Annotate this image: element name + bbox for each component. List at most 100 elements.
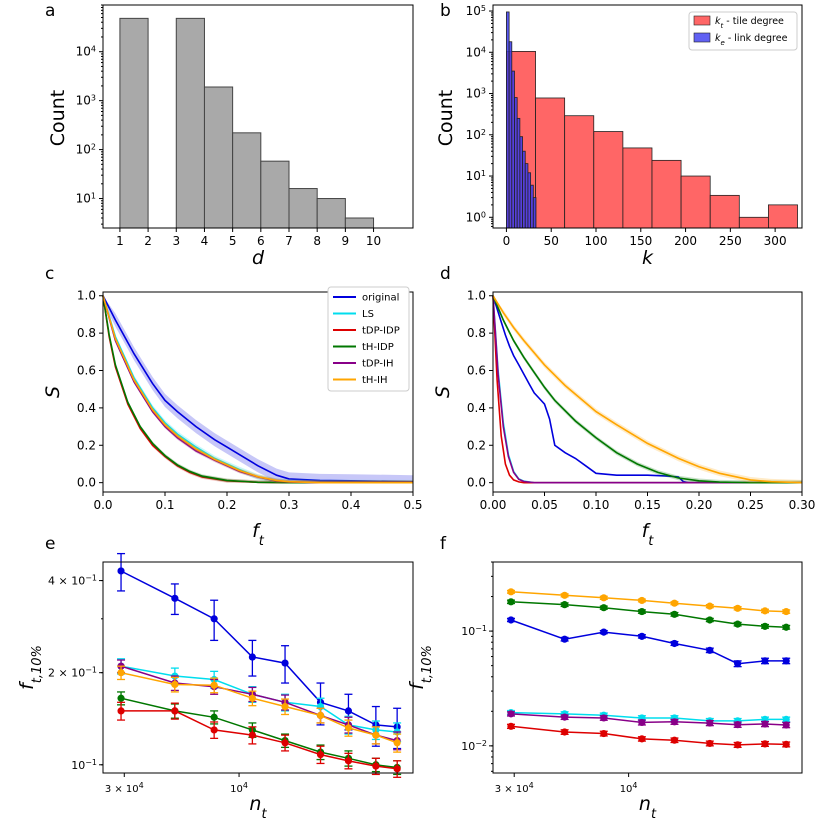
data-point <box>344 707 353 715</box>
x-tick-label: 0.05 <box>531 498 558 512</box>
y-tick-label: 0.8 <box>467 326 486 340</box>
x-tick-label: 150 <box>629 234 652 248</box>
data-point <box>507 616 515 624</box>
panel-b: b 100 101 102 103 104 105 0 50 100 150 200 250 300 k C… <box>435 1 803 269</box>
x-tick-label: 250 <box>719 234 742 248</box>
y-tick-label: 103 <box>76 93 96 108</box>
panel-a: a 101 102 103 104 1 2 3 4 5 6 7 8 9 10 d Count <box>45 1 414 269</box>
x-tick-label: 0.10 <box>583 498 610 512</box>
data-point <box>561 591 569 599</box>
data-point <box>670 639 679 648</box>
x-tick-label: 1 <box>116 234 124 248</box>
data-point <box>561 635 569 643</box>
data-point <box>248 731 256 739</box>
data-point <box>372 762 380 770</box>
bar <box>232 132 262 229</box>
bar <box>260 160 290 229</box>
confidence-band <box>493 295 802 483</box>
y-tick-label: 0.6 <box>77 364 96 378</box>
x-tick-label: 0.30 <box>789 498 816 512</box>
axes-frame <box>102 561 414 774</box>
y-tick-label: 0.4 <box>467 401 486 415</box>
series-line <box>492 295 802 484</box>
x-tick-label: 0.3 <box>279 498 298 512</box>
data-point <box>561 713 569 721</box>
data-point <box>372 731 380 739</box>
x-tick-label: 104 <box>230 781 248 796</box>
data-point <box>600 604 608 612</box>
y-axis-label: Count <box>435 90 457 146</box>
legend-swatch <box>693 15 711 26</box>
legend-entry: LS <box>362 309 374 320</box>
tile-degree-bar <box>593 131 624 229</box>
data-point <box>761 740 769 748</box>
y-tick-label: 102 <box>466 127 486 142</box>
data-point <box>782 715 790 724</box>
x-tick-label: 0.0 <box>93 498 112 512</box>
data-point <box>761 720 769 728</box>
data-point <box>600 594 608 602</box>
data-point <box>638 718 646 727</box>
bar <box>203 86 234 229</box>
data-point <box>507 722 515 730</box>
data-point <box>281 702 289 711</box>
data-point <box>782 607 790 616</box>
y-tick-label: 4 × 10−1 <box>48 573 97 588</box>
series-line <box>120 697 398 769</box>
x-tick-label: 0.4 <box>341 498 360 512</box>
series-line <box>510 601 787 629</box>
axes-frame <box>102 291 414 493</box>
x-tick-label: 200 <box>674 234 697 248</box>
data-point <box>638 596 646 605</box>
data-point <box>761 622 769 630</box>
x-tick-label: 5 <box>229 234 237 248</box>
link-degree-bar <box>530 184 534 229</box>
tile-degree-bar <box>651 159 682 229</box>
link-degree-bar <box>516 117 521 229</box>
series-line <box>102 295 414 483</box>
data-point <box>393 765 401 773</box>
y-tick-label: 10−1 <box>71 757 97 772</box>
panel-label-f: f <box>440 534 447 554</box>
tile-degree-bar <box>564 115 595 229</box>
link-degree-bar <box>532 197 537 229</box>
y-tick-label: 1.0 <box>77 289 96 303</box>
panel-label-a: a <box>45 1 55 21</box>
data-point <box>600 729 608 738</box>
data-point <box>393 739 401 747</box>
y-tick-label: 0.2 <box>467 438 486 452</box>
link-degree-bar <box>522 150 526 229</box>
x-tick-label: 3 × 104 <box>105 781 144 796</box>
panel-c: c 0.0 0.2 0.4 0.6 0.8 1.0 0.0 0.1 0.2 0.3 0.4 0.5 ft… <box>42 264 423 549</box>
x-tick-label: 9 <box>342 234 350 248</box>
y-tick-label: 103 <box>466 86 486 101</box>
data-point <box>782 721 790 729</box>
x-tick-label: 0.2 <box>217 498 236 512</box>
data-point <box>782 740 790 748</box>
series-line <box>102 295 413 484</box>
x-axis-label: ft <box>642 520 655 549</box>
confidence-band <box>493 295 802 483</box>
bar <box>119 17 149 229</box>
x-tick-label: 0.00 <box>480 498 507 512</box>
data-point <box>782 623 790 631</box>
y-tick-label: 104 <box>466 45 486 60</box>
legend-entry: kt - tile degree <box>715 16 784 30</box>
y-tick-label: 0.8 <box>77 326 96 340</box>
legend-entry: tH-IDP <box>362 342 394 353</box>
x-tick-label: 0.15 <box>634 498 661 512</box>
legend-entry: tDP-IDP <box>362 326 400 337</box>
series-line <box>492 295 802 484</box>
bar <box>288 188 318 229</box>
bar <box>316 198 346 229</box>
series-line <box>492 295 803 484</box>
y-tick-label: 105 <box>466 4 486 19</box>
x-tick-label: 0 <box>503 234 511 248</box>
x-tick-label: 3 × 104 <box>495 781 534 796</box>
link-degree-bar <box>524 163 529 229</box>
data-point <box>782 657 790 665</box>
link-degree-bar <box>511 70 515 229</box>
data-point <box>344 724 353 732</box>
data-point <box>706 719 714 727</box>
x-tick-label: 0.20 <box>686 498 713 512</box>
